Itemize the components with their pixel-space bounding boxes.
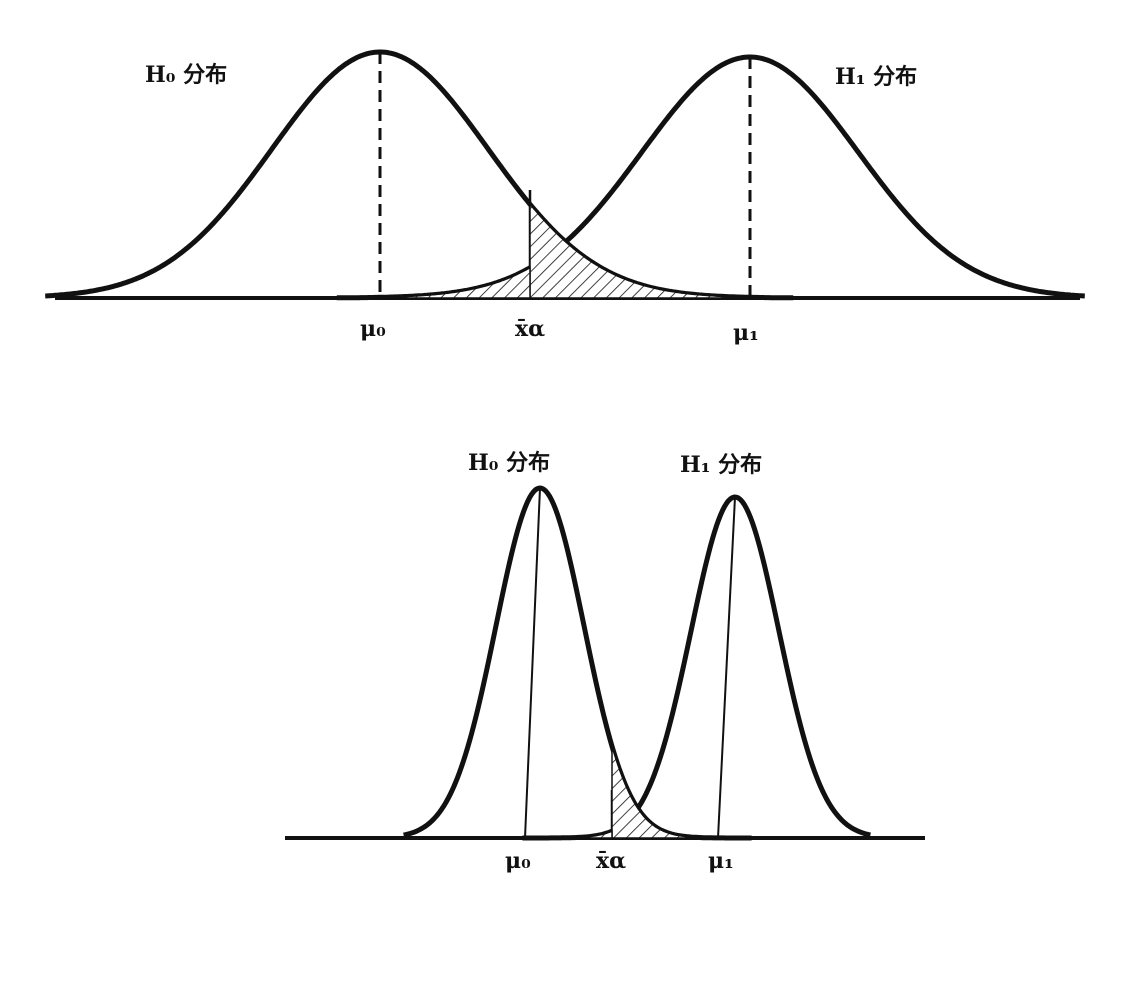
h1-curve [336, 54, 1086, 301]
h0-label: H₀ 分布 [468, 450, 550, 476]
beta-region [379, 266, 531, 299]
critical-label: x̄α [596, 848, 626, 874]
alpha-region [529, 202, 751, 299]
mu1-label: μ₁ [733, 320, 759, 346]
beta-region [540, 829, 613, 839]
h1-curve [521, 494, 871, 841]
h0-label: H₀ 分布 [145, 62, 227, 88]
h1-label: H₁ 分布 [835, 64, 917, 90]
alpha-region [611, 745, 735, 839]
h1-label: H₁ 分布 [680, 452, 762, 478]
h0-curve [44, 49, 794, 301]
bottom-panel: H₀ 分布 H₁ 分布 μ₀ x̄α μ₁ [285, 450, 925, 874]
mu0-label: μ₀ [360, 316, 386, 342]
mu1-label: μ₁ [708, 848, 734, 874]
h0-curve [403, 485, 753, 841]
critical-label: x̄α [515, 316, 545, 342]
mu0-line [524, 487, 541, 839]
top-panel: H₀ 分布 H₁ 分布 μ₀ x̄α μ₁ [44, 49, 1086, 346]
mu1-line [717, 496, 736, 839]
mu0-label: μ₀ [505, 848, 531, 874]
